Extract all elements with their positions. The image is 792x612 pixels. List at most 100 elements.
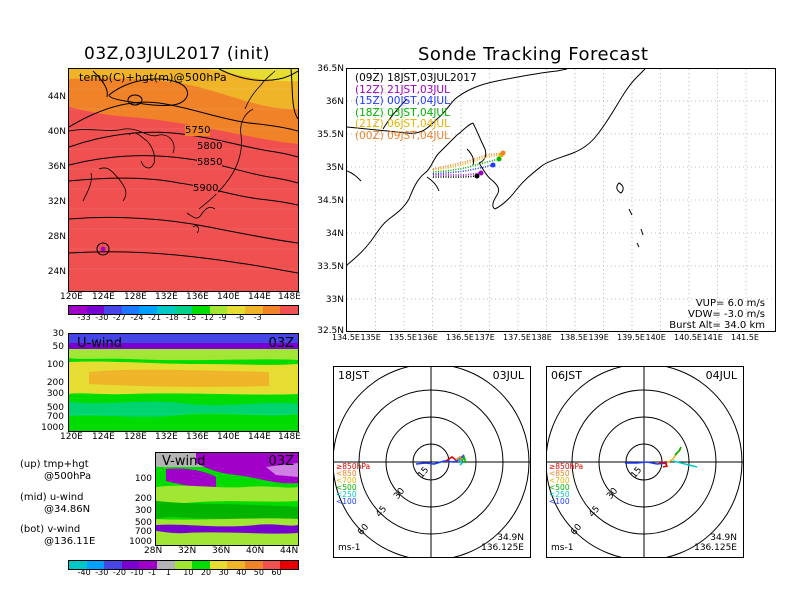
colorbar-label: -24	[130, 313, 144, 322]
colorbar-label: 50	[253, 568, 264, 577]
colorbar-swatch	[157, 306, 175, 314]
track-lat-tick: 32.5N	[317, 326, 344, 336]
vwind-time: 03Z	[268, 454, 294, 469]
colorbar-label: -21	[148, 313, 162, 322]
note-bot-line2: @136.11E	[44, 536, 96, 547]
map-lon-tick: 128E	[124, 292, 147, 302]
track-lon-tick: 141.5E	[731, 333, 759, 342]
track-lon-tick: 138E	[531, 333, 552, 342]
colorbar-swatch	[227, 306, 246, 314]
map-lat-tick: 28N	[47, 232, 66, 242]
contour-label-5800: 5800	[197, 141, 223, 152]
map-lon-tick: 124E	[92, 292, 115, 302]
map-lon-tick: 148E	[278, 292, 301, 302]
track-lat-tick: 33.5N	[317, 262, 344, 272]
hodo-right-lon: 136.125E	[694, 543, 737, 553]
track-lon-tick: 134.5E	[332, 333, 360, 342]
track-lat-tick: 35N	[325, 163, 344, 173]
hodo-right-time: 06JST	[551, 369, 582, 382]
colorbar-label: -18	[165, 313, 179, 322]
uwind-label: U-wind	[77, 336, 122, 351]
uwind-lon-tick: 144E	[248, 432, 271, 442]
colorbar-label: -30	[95, 313, 109, 322]
note-bot-line1: (bot) v-wind	[20, 524, 81, 535]
note-mid: (mid) u-wind @34.86N	[20, 492, 90, 516]
track-legend: (09Z) 18JST,03JUL2017 (12Z) 21JST,03JUL (1…	[355, 72, 477, 142]
map-lat-tick: 40N	[47, 127, 66, 137]
sonde-track-line	[433, 172, 482, 176]
track-lat-tick: 34N	[325, 229, 344, 239]
track-lon-tick: 136E	[417, 333, 438, 342]
track-lon-tick: 140.5E	[674, 333, 702, 342]
vwind-label: V-wind	[162, 454, 206, 469]
vwind-lat-tick: 32N	[178, 546, 197, 556]
left-panel-title: 03Z,03JUL2017 (init)	[84, 44, 271, 64]
uwind-p-tick: 500	[46, 403, 64, 413]
uwind-lon-tick: 132E	[155, 432, 178, 442]
param-vdw: VDW= -3.0 m/s	[688, 309, 765, 320]
legend-entry: (00Z) 09JST,04JUL	[355, 129, 450, 142]
param-vup: VUP= 6.0 m/s	[695, 298, 765, 309]
map-lon-tick: 144E	[248, 292, 271, 302]
contour-label-5900: 5900	[193, 183, 219, 194]
colorbar-swatch	[209, 561, 228, 569]
map-lat-tick: 36N	[47, 162, 66, 172]
colorbar-label: -6	[236, 313, 245, 322]
temperature-colorbar-labels: -33 -30 -27 -24 -21 -18 -15 -12 -9 -6 -3	[68, 313, 297, 324]
contour-label-5750: 5750	[185, 125, 211, 136]
hodograph-right: 06JST 04JUL ≥850hPa <850 <700 <500 <250 <100 …	[546, 366, 744, 558]
uwind-p-tick: 300	[46, 389, 64, 399]
track-lat-axis: 36.5N 36N 35.5N 35N 34.5N 34N 33.5N 33N …	[310, 64, 344, 336]
hodo-left-lat: 34.9N	[497, 533, 524, 543]
uwind-p-tick: 100	[46, 360, 64, 370]
hodo-left-lon: 136.125E	[481, 543, 524, 553]
colorbar-label: -15	[183, 313, 197, 322]
sonde-landing-point	[474, 173, 480, 179]
colorbar-swatch	[227, 561, 246, 569]
vwind-p-tick: 300	[134, 506, 152, 516]
note-up-line1: (up) tmp+hgt	[20, 459, 89, 470]
uwind-pressure-axis: 30 50 100 200 300 500 700 1000	[38, 329, 64, 433]
uwind-cross-section: U-wind 03Z	[68, 333, 299, 432]
hodograph-left: 18JST 03JUL ≥850hPa <850 <700 <500 <250 <100 …	[333, 366, 531, 558]
map-lon-axis: 120E 124E 128E 132E 136E 140E 144E 148E	[0, 292, 320, 304]
track-lat-tick: 35.5N	[317, 130, 344, 140]
map-panel-label: temp(C)+hgt(m)@500hPa	[79, 71, 227, 84]
wind-colorbar-labels: -40 -30 -20 -10 -1 1 10 20 30 40 50 60	[68, 568, 297, 579]
map-lon-tick: 132E	[155, 292, 178, 302]
colorbar-label: 60	[271, 568, 282, 577]
vwind-svg	[156, 453, 298, 545]
track-lat-tick: 36N	[325, 97, 344, 107]
sonde-landing-point	[500, 150, 506, 156]
hodo-right-level-legend: ≥850hPa <850 <700 <500 <250 <100	[549, 463, 583, 506]
vwind-lat-tick: 40N	[246, 546, 265, 556]
colorbar-swatch	[262, 561, 281, 569]
uwind-lon-tick: 140E	[217, 432, 240, 442]
colorbar-swatch	[174, 306, 193, 314]
vwind-p-tick: 1000	[129, 537, 152, 547]
uwind-time: 03Z	[268, 336, 294, 351]
legend-entry: (18Z) 03JST,04JUL	[355, 106, 450, 119]
colorbar-swatch	[245, 561, 263, 569]
colorbar-label: -40	[77, 568, 91, 577]
track-lon-axis: 134.5E 135E 135.5E 136E 136.5E 137E 137.5E 138E…	[330, 333, 792, 345]
map-lon-tick: 140E	[217, 292, 240, 302]
note-up-line2: @500hPa	[44, 471, 92, 482]
hodo-level-label: <100	[336, 497, 357, 506]
vwind-p-tick: 500	[134, 518, 152, 528]
uwind-p-tick: 1000	[41, 423, 64, 433]
colorbar-label: 30	[218, 568, 229, 577]
sonde-track-map: (09Z) 18JST,03JUL2017 (12Z) 21JST,03JUL (1…	[346, 68, 776, 332]
track-lon-tick: 138.5E	[560, 333, 588, 342]
colorbar-swatch	[121, 306, 140, 314]
legend-entry: (12Z) 21JST,03JUL	[355, 83, 450, 96]
hodo-right-unit: ms-1	[551, 543, 574, 553]
hodo-left-unit: ms-1	[338, 543, 361, 553]
map-lat-tick: 24N	[47, 267, 66, 277]
colorbar-swatch	[86, 306, 105, 314]
track-lon-tick: 137.5E	[503, 333, 531, 342]
uwind-lon-tick: 136E	[186, 432, 209, 442]
map-lat-tick: 44N	[47, 92, 66, 102]
hodo-level-label: <100	[549, 497, 570, 506]
hodo-level-label: <250	[336, 490, 357, 499]
